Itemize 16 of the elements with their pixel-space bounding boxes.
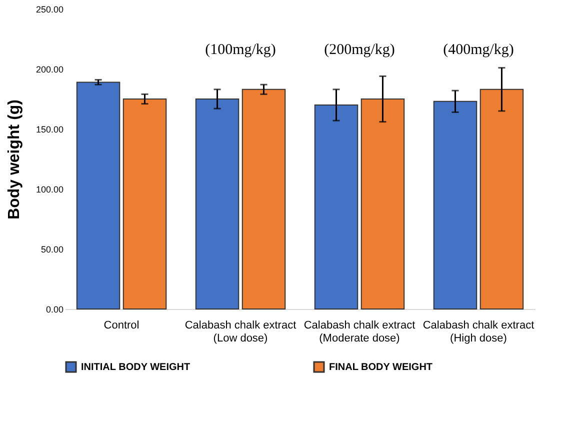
y-tick-label: 50.00 bbox=[40, 244, 64, 254]
y-axis-title: Body weight (g) bbox=[6, 100, 23, 220]
legend-label: INITIAL BODY WEIGHT bbox=[81, 362, 190, 373]
x-tick-label: Control bbox=[104, 320, 140, 332]
x-tick-label: Calabash chalk extract (Moderate dose) bbox=[304, 320, 416, 344]
y-tick-label: 0.00 bbox=[46, 304, 64, 314]
x-tick-label: Calabash chalk extract (Low dose) bbox=[184, 320, 296, 344]
annotation: (200mg/kg) bbox=[324, 42, 395, 58]
y-tick-label: 250.00 bbox=[36, 4, 64, 14]
x-tick-label: Calabash chalk extract (High dose) bbox=[422, 320, 534, 344]
annotation: (400mg/kg) bbox=[443, 42, 514, 58]
y-tick-label: 150.00 bbox=[36, 124, 64, 134]
y-tick-label: 100.00 bbox=[36, 184, 64, 194]
y-tick-label: 200.00 bbox=[36, 64, 64, 74]
annotation: (100mg/kg) bbox=[205, 42, 276, 58]
legend-label: FINAL BODY WEIGHT bbox=[329, 362, 433, 373]
